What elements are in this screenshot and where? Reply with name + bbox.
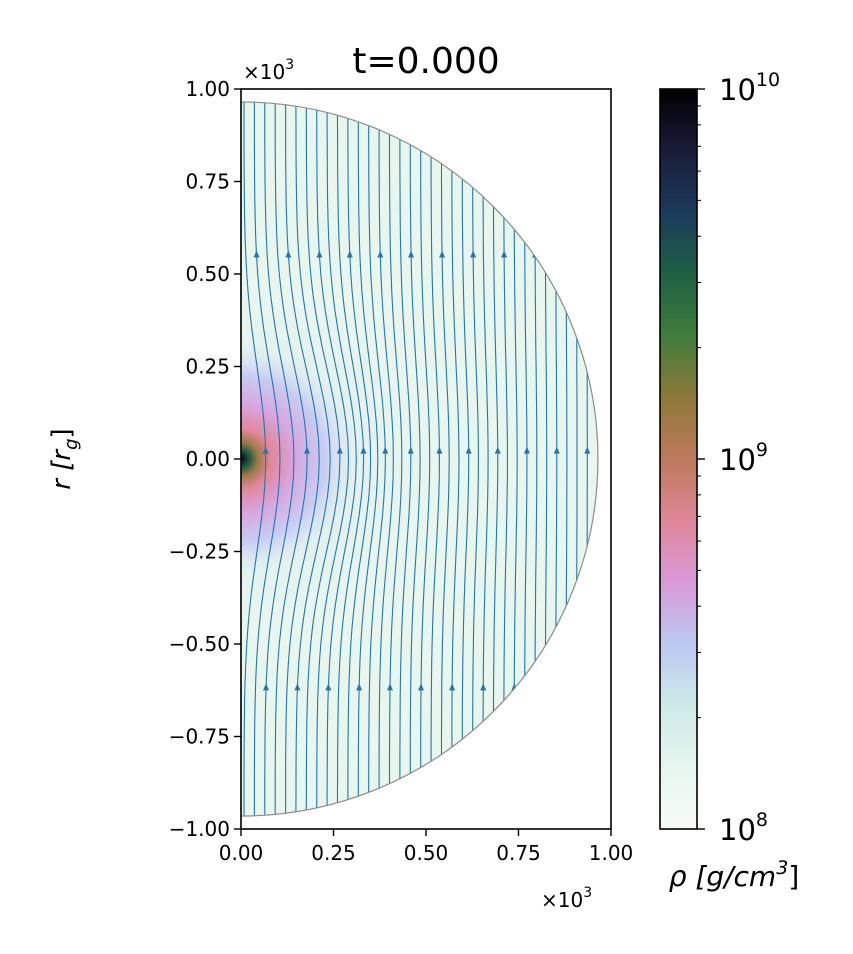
streamline: [472, 101, 479, 817]
y-tick-label: −0.75: [169, 725, 230, 749]
streamline: [420, 101, 431, 817]
streamline: [440, 101, 450, 817]
streamline-arrow: [523, 446, 530, 454]
chart-title: t=0.000: [352, 41, 499, 82]
streamline-arrow: [316, 250, 323, 258]
streamline: [368, 101, 386, 817]
streamline-arrow: [449, 683, 456, 691]
streamline: [326, 101, 357, 817]
colorbar-ticks: 1010 109 108: [697, 69, 780, 847]
streamline-arrow: [563, 250, 570, 258]
x-axis-ticks: 0.00 0.25 0.50 0.75 1.00: [219, 829, 634, 865]
streamline-arrow: [325, 683, 332, 691]
streamline-arrow: [418, 683, 425, 691]
streamline-arrow: [480, 683, 487, 691]
domain-boundary: [240, 101, 599, 817]
y-tick-label: 1.00: [185, 77, 230, 101]
streamline-arrow: [285, 250, 292, 258]
streamline-arrow: [501, 250, 508, 258]
colorbar-tick-label: 109: [719, 439, 768, 477]
streamline: [336, 101, 365, 817]
y-tick-label: −1.00: [169, 817, 230, 841]
streamline: [347, 101, 372, 817]
streamline-arrow: [336, 446, 343, 454]
streamline: [575, 101, 578, 817]
x-tick-label: 0.75: [496, 841, 541, 865]
plot-area: [240, 88, 612, 830]
colorbar-gradient: [659, 88, 698, 830]
streamline: [264, 101, 295, 817]
streamline: [316, 101, 350, 817]
y-multiplier: ×103: [243, 57, 294, 84]
streamline-arrow: [253, 250, 260, 258]
streamline: [492, 101, 499, 817]
colorbar-label: ρ [g/cm3]: [669, 857, 800, 893]
streamline-arrow: [494, 446, 501, 454]
x-tick-label: 0.00: [219, 841, 264, 865]
y-axis-label: r [rg]: [47, 428, 82, 489]
x-tick-label: 0.25: [311, 841, 356, 865]
streamline-arrow: [304, 446, 311, 454]
streamline-arrow: [465, 446, 472, 454]
streamline: [305, 101, 341, 817]
streamline-arrow: [294, 683, 301, 691]
streamline-arrow: [382, 446, 389, 454]
streamline: [399, 101, 412, 817]
streamline: [357, 101, 379, 817]
streamline: [274, 101, 308, 817]
x-tick-label: 1.00: [589, 841, 634, 865]
y-tick-label: 0.75: [185, 170, 230, 194]
streamline-arrow: [386, 683, 393, 691]
streamline: [295, 101, 331, 817]
streamline: [409, 101, 421, 817]
x-multiplier: ×103: [541, 885, 592, 912]
streamline-arrow: [263, 683, 270, 691]
streamline-arrow: [407, 446, 414, 454]
y-tick-label: −0.50: [169, 632, 230, 656]
streamline-arrow: [436, 446, 443, 454]
streamline: [378, 101, 394, 817]
streamline: [451, 101, 460, 817]
streamline-arrow: [542, 683, 549, 691]
colorbar-tick-label: 108: [719, 809, 768, 847]
x-tick-label: 0.50: [404, 841, 449, 865]
y-axis-ticks: 1.00 0.75 0.50 0.25 0.00 −0.25 −0.50 −0.75 −1.00: [169, 77, 241, 841]
streamline: [243, 101, 267, 817]
field-streamlines: [243, 101, 591, 817]
y-tick-label: 0.00: [185, 447, 230, 471]
streamline-arrow: [262, 446, 269, 454]
streamline-arrow: [408, 250, 415, 258]
streamline: [430, 101, 440, 817]
streamline: [284, 101, 320, 817]
y-tick-label: −0.25: [169, 540, 230, 564]
streamline-arrow: [573, 683, 580, 691]
streamline-arrow: [377, 250, 384, 258]
streamline: [461, 101, 470, 817]
streamline-arrow: [346, 250, 353, 258]
streamline-arrow: [470, 250, 477, 258]
y-tick-label: 0.50: [185, 262, 230, 286]
streamline-arrow: [584, 446, 591, 454]
streamline-arrow: [360, 446, 367, 454]
colorbar-tick-label: 1010: [719, 69, 780, 107]
colorbar: 1010 109 108 ρ [g/cm3]: [659, 69, 800, 893]
y-tick-label: 0.25: [185, 355, 230, 379]
streamline-arrow: [553, 446, 560, 454]
streamline: [253, 101, 281, 817]
streamline-arrow: [439, 250, 446, 258]
density-core: [241, 339, 381, 579]
streamline: [482, 101, 489, 817]
streamline: [388, 101, 403, 817]
streamline-arrow: [356, 683, 363, 691]
